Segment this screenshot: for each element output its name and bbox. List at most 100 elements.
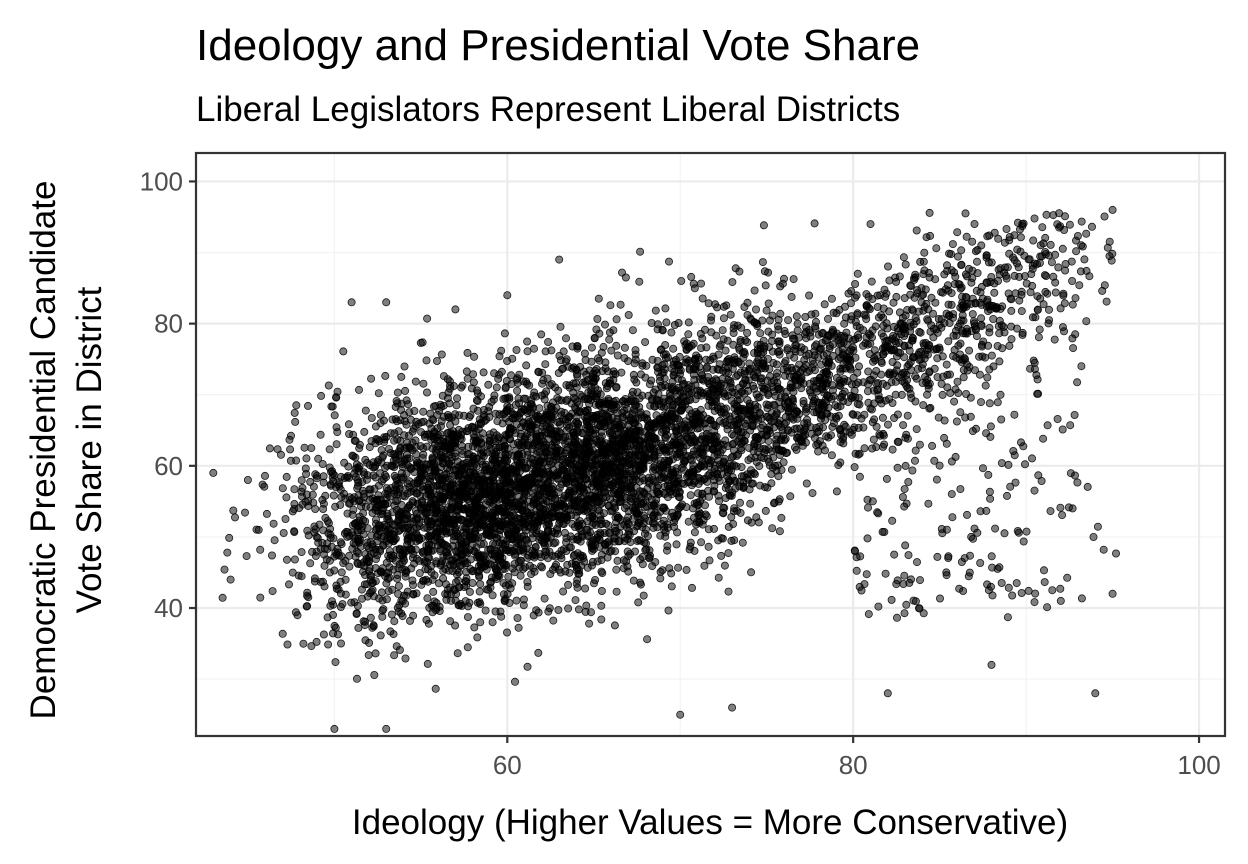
data-point — [1102, 297, 1111, 306]
data-point — [952, 326, 961, 335]
data-point — [1013, 527, 1022, 536]
data-point — [989, 314, 998, 323]
data-point — [912, 425, 921, 434]
data-point — [416, 442, 425, 451]
data-point — [934, 413, 943, 422]
data-point — [881, 569, 890, 578]
data-point — [323, 613, 332, 622]
data-point — [405, 408, 414, 417]
data-point — [1056, 503, 1065, 512]
data-point — [390, 527, 399, 536]
data-point — [1020, 251, 1029, 260]
data-point — [687, 272, 696, 281]
data-point — [551, 383, 560, 392]
data-point — [292, 401, 301, 410]
data-point — [325, 445, 334, 454]
data-point — [903, 411, 912, 420]
data-point — [947, 289, 956, 298]
data-point — [948, 513, 957, 522]
data-point — [1046, 240, 1055, 249]
data-point — [641, 373, 650, 382]
data-point — [924, 305, 933, 314]
data-point — [810, 219, 819, 228]
data-point — [1040, 566, 1049, 575]
data-point — [780, 274, 789, 283]
data-point — [534, 368, 543, 377]
data-point — [907, 575, 916, 584]
data-point — [763, 454, 772, 463]
data-point — [581, 355, 590, 364]
data-point — [588, 509, 597, 518]
data-point — [857, 586, 866, 595]
data-point — [470, 623, 479, 632]
data-point — [1051, 288, 1060, 297]
data-point — [330, 566, 339, 575]
data-point — [1066, 469, 1075, 478]
data-point — [267, 551, 276, 560]
data-point — [976, 559, 985, 568]
data-point — [628, 326, 637, 335]
data-point — [942, 525, 951, 534]
data-point — [667, 328, 676, 337]
data-point — [924, 499, 933, 508]
data-point — [1061, 266, 1070, 275]
data-point — [844, 289, 853, 298]
data-point — [1029, 236, 1038, 245]
data-point — [977, 282, 986, 291]
data-point — [1046, 507, 1055, 516]
data-point — [291, 417, 300, 426]
data-point — [500, 564, 509, 573]
data-point — [457, 383, 466, 392]
data-point — [867, 405, 876, 414]
data-point — [961, 270, 970, 279]
data-point — [1033, 292, 1042, 301]
data-point — [376, 410, 385, 419]
data-point — [1082, 317, 1091, 326]
data-point — [367, 374, 376, 383]
data-point — [571, 596, 580, 605]
data-point — [603, 553, 612, 562]
data-point — [322, 555, 331, 564]
data-point — [621, 273, 630, 282]
data-point — [911, 372, 920, 381]
data-point — [485, 532, 494, 541]
data-point — [270, 536, 279, 545]
data-point — [664, 383, 673, 392]
data-point — [645, 456, 654, 465]
data-point — [344, 420, 353, 429]
data-point — [637, 500, 646, 509]
data-point — [1007, 322, 1016, 331]
data-point — [911, 446, 920, 455]
data-point — [1093, 522, 1102, 531]
data-point — [488, 618, 497, 627]
data-point — [535, 404, 544, 413]
data-point — [932, 475, 941, 484]
data-point — [928, 441, 937, 450]
data-point — [424, 545, 433, 554]
data-point — [473, 389, 482, 398]
data-point — [967, 278, 976, 287]
data-point — [972, 424, 981, 433]
data-point — [945, 249, 954, 258]
data-point — [377, 446, 386, 455]
data-point — [940, 270, 949, 279]
data-point — [781, 371, 790, 380]
data-point — [926, 403, 935, 412]
data-point — [497, 612, 506, 621]
data-point — [824, 314, 833, 323]
data-point — [265, 444, 274, 453]
data-point — [784, 316, 793, 325]
data-point — [925, 367, 934, 376]
data-point — [982, 429, 991, 438]
data-point — [904, 360, 913, 369]
data-point — [1083, 482, 1092, 491]
data-point — [908, 466, 917, 475]
data-point — [612, 587, 621, 596]
data-point — [513, 386, 522, 395]
data-point — [884, 420, 893, 429]
data-point — [929, 333, 938, 342]
data-point — [936, 594, 945, 603]
data-point — [988, 591, 997, 600]
data-point — [690, 375, 699, 384]
data-point — [463, 643, 472, 652]
